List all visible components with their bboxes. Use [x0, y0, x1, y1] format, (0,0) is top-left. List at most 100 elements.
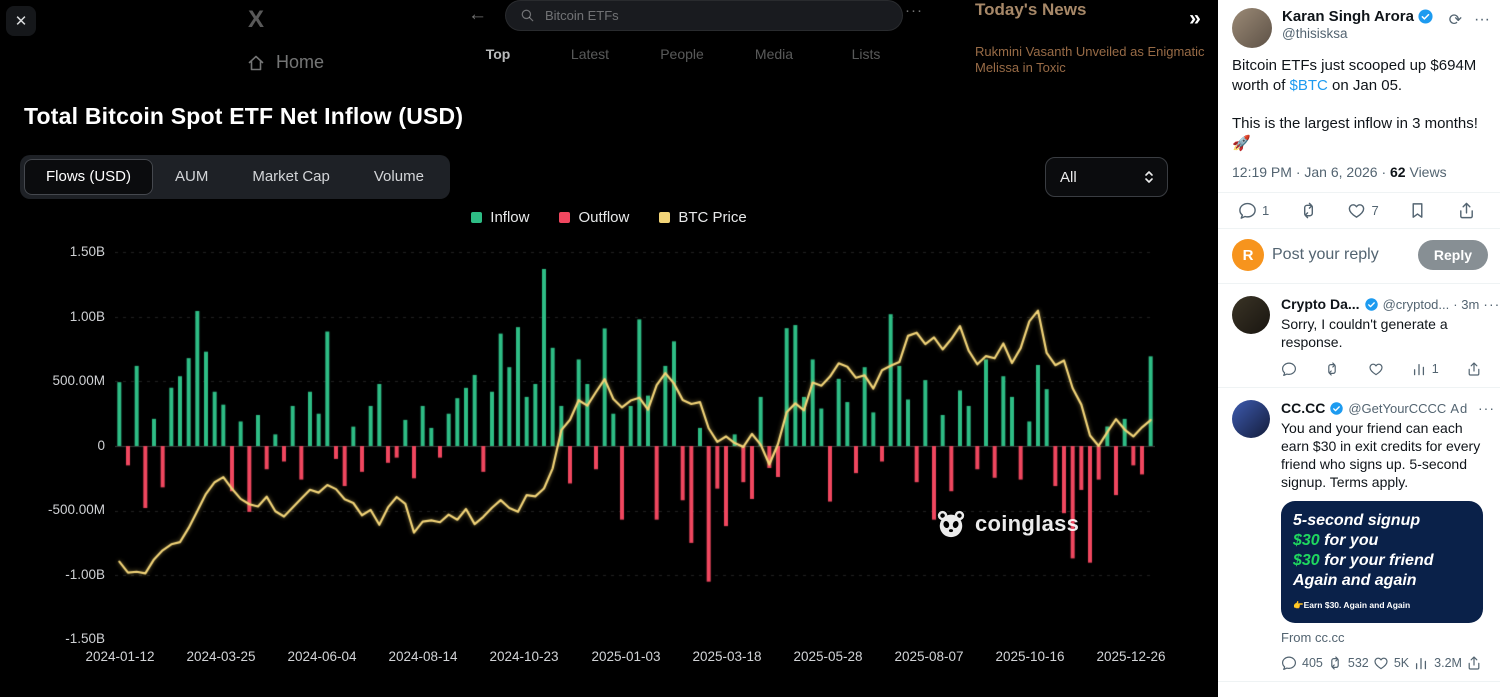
tab-latest[interactable]: Latest [570, 46, 610, 62]
bookmark-button[interactable] [1408, 201, 1427, 220]
x-axis-label: 2025-03-18 [692, 649, 762, 664]
x-axis-label: 2025-12-26 [1096, 649, 1166, 664]
y-axis-label: -500.00M [47, 502, 105, 517]
search-input[interactable]: Bitcoin ETFs [505, 0, 903, 31]
legend-inflow-label: Inflow [490, 209, 530, 226]
views-button[interactable]: 3.2M [1413, 655, 1462, 671]
avatar[interactable] [1232, 8, 1272, 48]
x-axis-label: 2024-06-04 [287, 649, 357, 664]
share-button[interactable] [1466, 655, 1482, 671]
share-icon [1457, 201, 1476, 220]
legend-inflow[interactable]: Inflow [471, 209, 529, 226]
home-nav[interactable]: Home [246, 52, 324, 73]
verified-icon [1329, 401, 1344, 416]
news-headline-link[interactable]: Rukmini Vasanth Unveiled as Enigmatic Me… [975, 44, 1205, 75]
more-icon[interactable]: ··· [1478, 400, 1496, 416]
x-axis-label: 2024-08-14 [388, 649, 458, 664]
legend-btc-price[interactable]: BTC Price [659, 209, 747, 226]
views-icon [1411, 361, 1427, 377]
composer-avatar[interactable]: R [1232, 239, 1264, 271]
reply-text: Sorry, I couldn't generate a response. [1281, 316, 1448, 350]
author-handle[interactable]: @thisisksa [1282, 26, 1348, 41]
like-button[interactable]: 7 [1347, 201, 1379, 220]
like-count: 5K [1393, 656, 1410, 670]
heart-icon [1368, 361, 1384, 377]
share-button[interactable] [1457, 201, 1476, 220]
reply-count: 405 [1302, 656, 1323, 670]
legend-outflow[interactable]: Outflow [559, 209, 629, 226]
like-count: 7 [1371, 203, 1379, 218]
chevron-updown-icon [1143, 168, 1155, 186]
chart-tab-aum[interactable]: AUM [153, 159, 230, 195]
reply-author-handle[interactable]: @cryptod... [1382, 296, 1450, 312]
repost-icon [1327, 655, 1343, 671]
avatar[interactable] [1232, 296, 1270, 334]
views-button[interactable]: 1 [1411, 361, 1439, 377]
author-name[interactable]: Karan Singh Arora [1282, 8, 1414, 25]
separator: · [1453, 296, 1458, 312]
bookmark-icon [1408, 201, 1427, 220]
close-icon[interactable]: ✕ [6, 6, 36, 36]
ad-card-line1: 5-second signup [1293, 512, 1421, 529]
more-icon[interactable]: ··· [1483, 296, 1500, 312]
x-axis-label: 2025-01-03 [591, 649, 661, 664]
reply-icon [1281, 361, 1297, 377]
search-result-tabs: Top Latest People Media Lists [452, 46, 912, 62]
chart-tab-flows[interactable]: Flows (USD) [24, 159, 153, 195]
separator: · [1295, 164, 1301, 180]
separator: · [1381, 164, 1387, 180]
reply-composer: R Post your reply Reply [1218, 229, 1500, 284]
ad-card[interactable]: 5-second signup $30 for you $30 for your… [1281, 501, 1483, 623]
repost-button[interactable]: 532 [1327, 655, 1369, 671]
reply-button[interactable] [1281, 361, 1297, 377]
panda-icon [937, 510, 965, 538]
coinglass-watermark: coinglass [936, 509, 1079, 539]
reply-button[interactable]: 405 [1281, 655, 1323, 671]
reply-action-bar: 1 [1281, 361, 1490, 377]
tweet-date: Jan 6, 2026 [1304, 164, 1378, 180]
reply-button[interactable]: 1 [1238, 201, 1269, 220]
x-logo: X [248, 6, 265, 33]
back-icon[interactable]: ← [468, 4, 487, 25]
tab-media[interactable]: Media [754, 46, 794, 62]
more-options-icon[interactable]: ··· [905, 2, 923, 19]
reply-author-handle[interactable]: @GetYourCCCC [1348, 400, 1447, 416]
tab-lists[interactable]: Lists [851, 46, 881, 62]
ad-card-line5: 👉Earn $30. Again and Again [1293, 600, 1411, 610]
dimmed-background-bar: ✕ X ← Home Bitcoin ETFs ··· Top Latest P… [0, 0, 1218, 85]
watermark-text: coinglass [975, 511, 1080, 536]
repost-button[interactable] [1324, 361, 1340, 377]
like-button[interactable] [1368, 361, 1384, 377]
cashtag-link[interactable]: $BTC [1289, 77, 1328, 94]
chart-tab-volume[interactable]: Volume [352, 159, 446, 195]
y-axis-label: 1.00B [69, 309, 105, 324]
tab-people[interactable]: People [660, 46, 704, 62]
chart-tab-marketcap[interactable]: Market Cap [230, 159, 352, 195]
y-axis-label: -1.00B [65, 567, 105, 582]
tab-top[interactable]: Top [485, 46, 511, 62]
collapse-panel-icon[interactable]: » [1189, 7, 1201, 30]
grok-icon[interactable]: ⟳ [1448, 12, 1463, 29]
tweet-header: Karan Singh Arora @thisisksa ⟳ ··· [1218, 0, 1500, 48]
reply-item: Crypto Da... @cryptod... · 3m ··· Sorry,… [1218, 284, 1500, 388]
reply-count: 1 [1262, 203, 1270, 218]
repost-button[interactable] [1299, 201, 1318, 220]
range-select[interactable]: All [1045, 157, 1168, 197]
promoted-reply-item: CC.CC @GetYourCCCC Ad ··· You and your f… [1218, 388, 1500, 682]
reply-author-name[interactable]: Crypto Da... [1281, 296, 1360, 312]
chart-tab-group: Flows (USD) AUM Market Cap Volume [20, 155, 450, 199]
range-select-value: All [1060, 168, 1077, 186]
like-button[interactable]: 5K [1373, 655, 1409, 671]
reply-submit-button[interactable]: Reply [1417, 240, 1488, 270]
inflow-swatch [471, 212, 483, 223]
share-button[interactable] [1466, 361, 1482, 377]
tweet-meta: 12:19 PM · Jan 6, 2026 · 62 Views [1218, 154, 1500, 192]
avatar[interactable] [1232, 400, 1270, 438]
media-lightbox: ✕ X ← Home Bitcoin ETFs ··· Top Latest P… [0, 0, 1218, 664]
more-icon[interactable]: ··· [1474, 11, 1490, 28]
reply-author-name[interactable]: CC.CC [1281, 400, 1326, 416]
flow-chart-plot[interactable] [115, 246, 1155, 638]
reply-icon [1238, 201, 1257, 220]
reply-input[interactable]: Post your reply [1272, 246, 1379, 263]
views-label[interactable]: Views [1409, 164, 1447, 180]
